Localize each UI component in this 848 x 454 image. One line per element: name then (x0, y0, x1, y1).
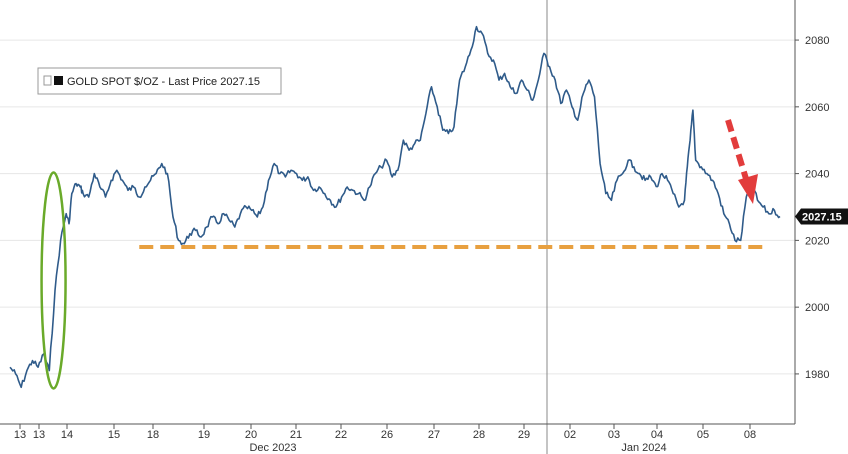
last-price-tag-shape (795, 208, 848, 225)
legend-swatch (54, 76, 63, 85)
month-label: Dec 2023 (249, 442, 296, 454)
x-tick-label: 21 (290, 429, 302, 441)
x-tick-label: 13 (14, 429, 26, 441)
legend: GOLD SPOT $/OZ - Last Price 2027.15 (37, 67, 282, 95)
series-line-segment-2 (656, 109, 781, 243)
legend-box (37, 67, 282, 95)
legend-label: GOLD SPOT $/OZ - Last Price 2027.15 (67, 76, 260, 88)
arrow-annotation-layer (725, 119, 758, 204)
x-tick-label: 15 (108, 429, 120, 441)
y-tick-label: 1980 (805, 369, 829, 381)
arrow-head (738, 174, 758, 204)
month-labels: Dec 2023 Jan 2024 (249, 442, 666, 454)
y-ticks: 1980 2000 2020 2040 2060 2080 (795, 35, 829, 381)
x-tick-label: 19 (198, 429, 210, 441)
x-tick-label: 22 (335, 429, 347, 441)
month-label: Jan 2024 (621, 442, 666, 454)
series-line-segment-1 (9, 25, 658, 389)
y-tick-label: 2060 (805, 102, 829, 114)
y-tick-label: 2080 (805, 35, 829, 47)
x-tick-label: 05 (697, 429, 709, 441)
legend-swatch-outer (43, 75, 52, 86)
y-tick-label: 2000 (805, 302, 829, 314)
x-tick-label: 02 (564, 429, 576, 441)
x-tick-label: 27 (428, 429, 440, 441)
x-tick-label: 14 (61, 429, 73, 441)
last-price-tag: 2027.15 (795, 208, 848, 225)
x-tick-label: 13 (33, 429, 45, 441)
x-tick-label: 26 (381, 429, 393, 441)
x-tick-label: 18 (147, 429, 159, 441)
x-tick-label: 28 (473, 429, 485, 441)
x-tick-label: 20 (245, 429, 257, 441)
last-price-label: 2027.15 (802, 212, 842, 224)
x-tick-label: 29 (518, 429, 530, 441)
x-tick-label: 04 (651, 429, 663, 441)
arrow-shaft (725, 119, 750, 183)
y-tick-label: 2040 (805, 169, 829, 181)
series-lines (9, 25, 781, 389)
x-tick-label: 08 (744, 429, 756, 441)
grid-lines (0, 39, 795, 375)
ellipse-annotation (40, 171, 67, 390)
x-ticks: 13 13 14 15 18 19 20 21 22 26 27 28 29 02 03 04 05 08 (14, 424, 756, 441)
x-tick-label: 03 (608, 429, 620, 441)
ellipse-annotation-layer (40, 171, 67, 390)
y-tick-label: 2020 (805, 235, 829, 247)
